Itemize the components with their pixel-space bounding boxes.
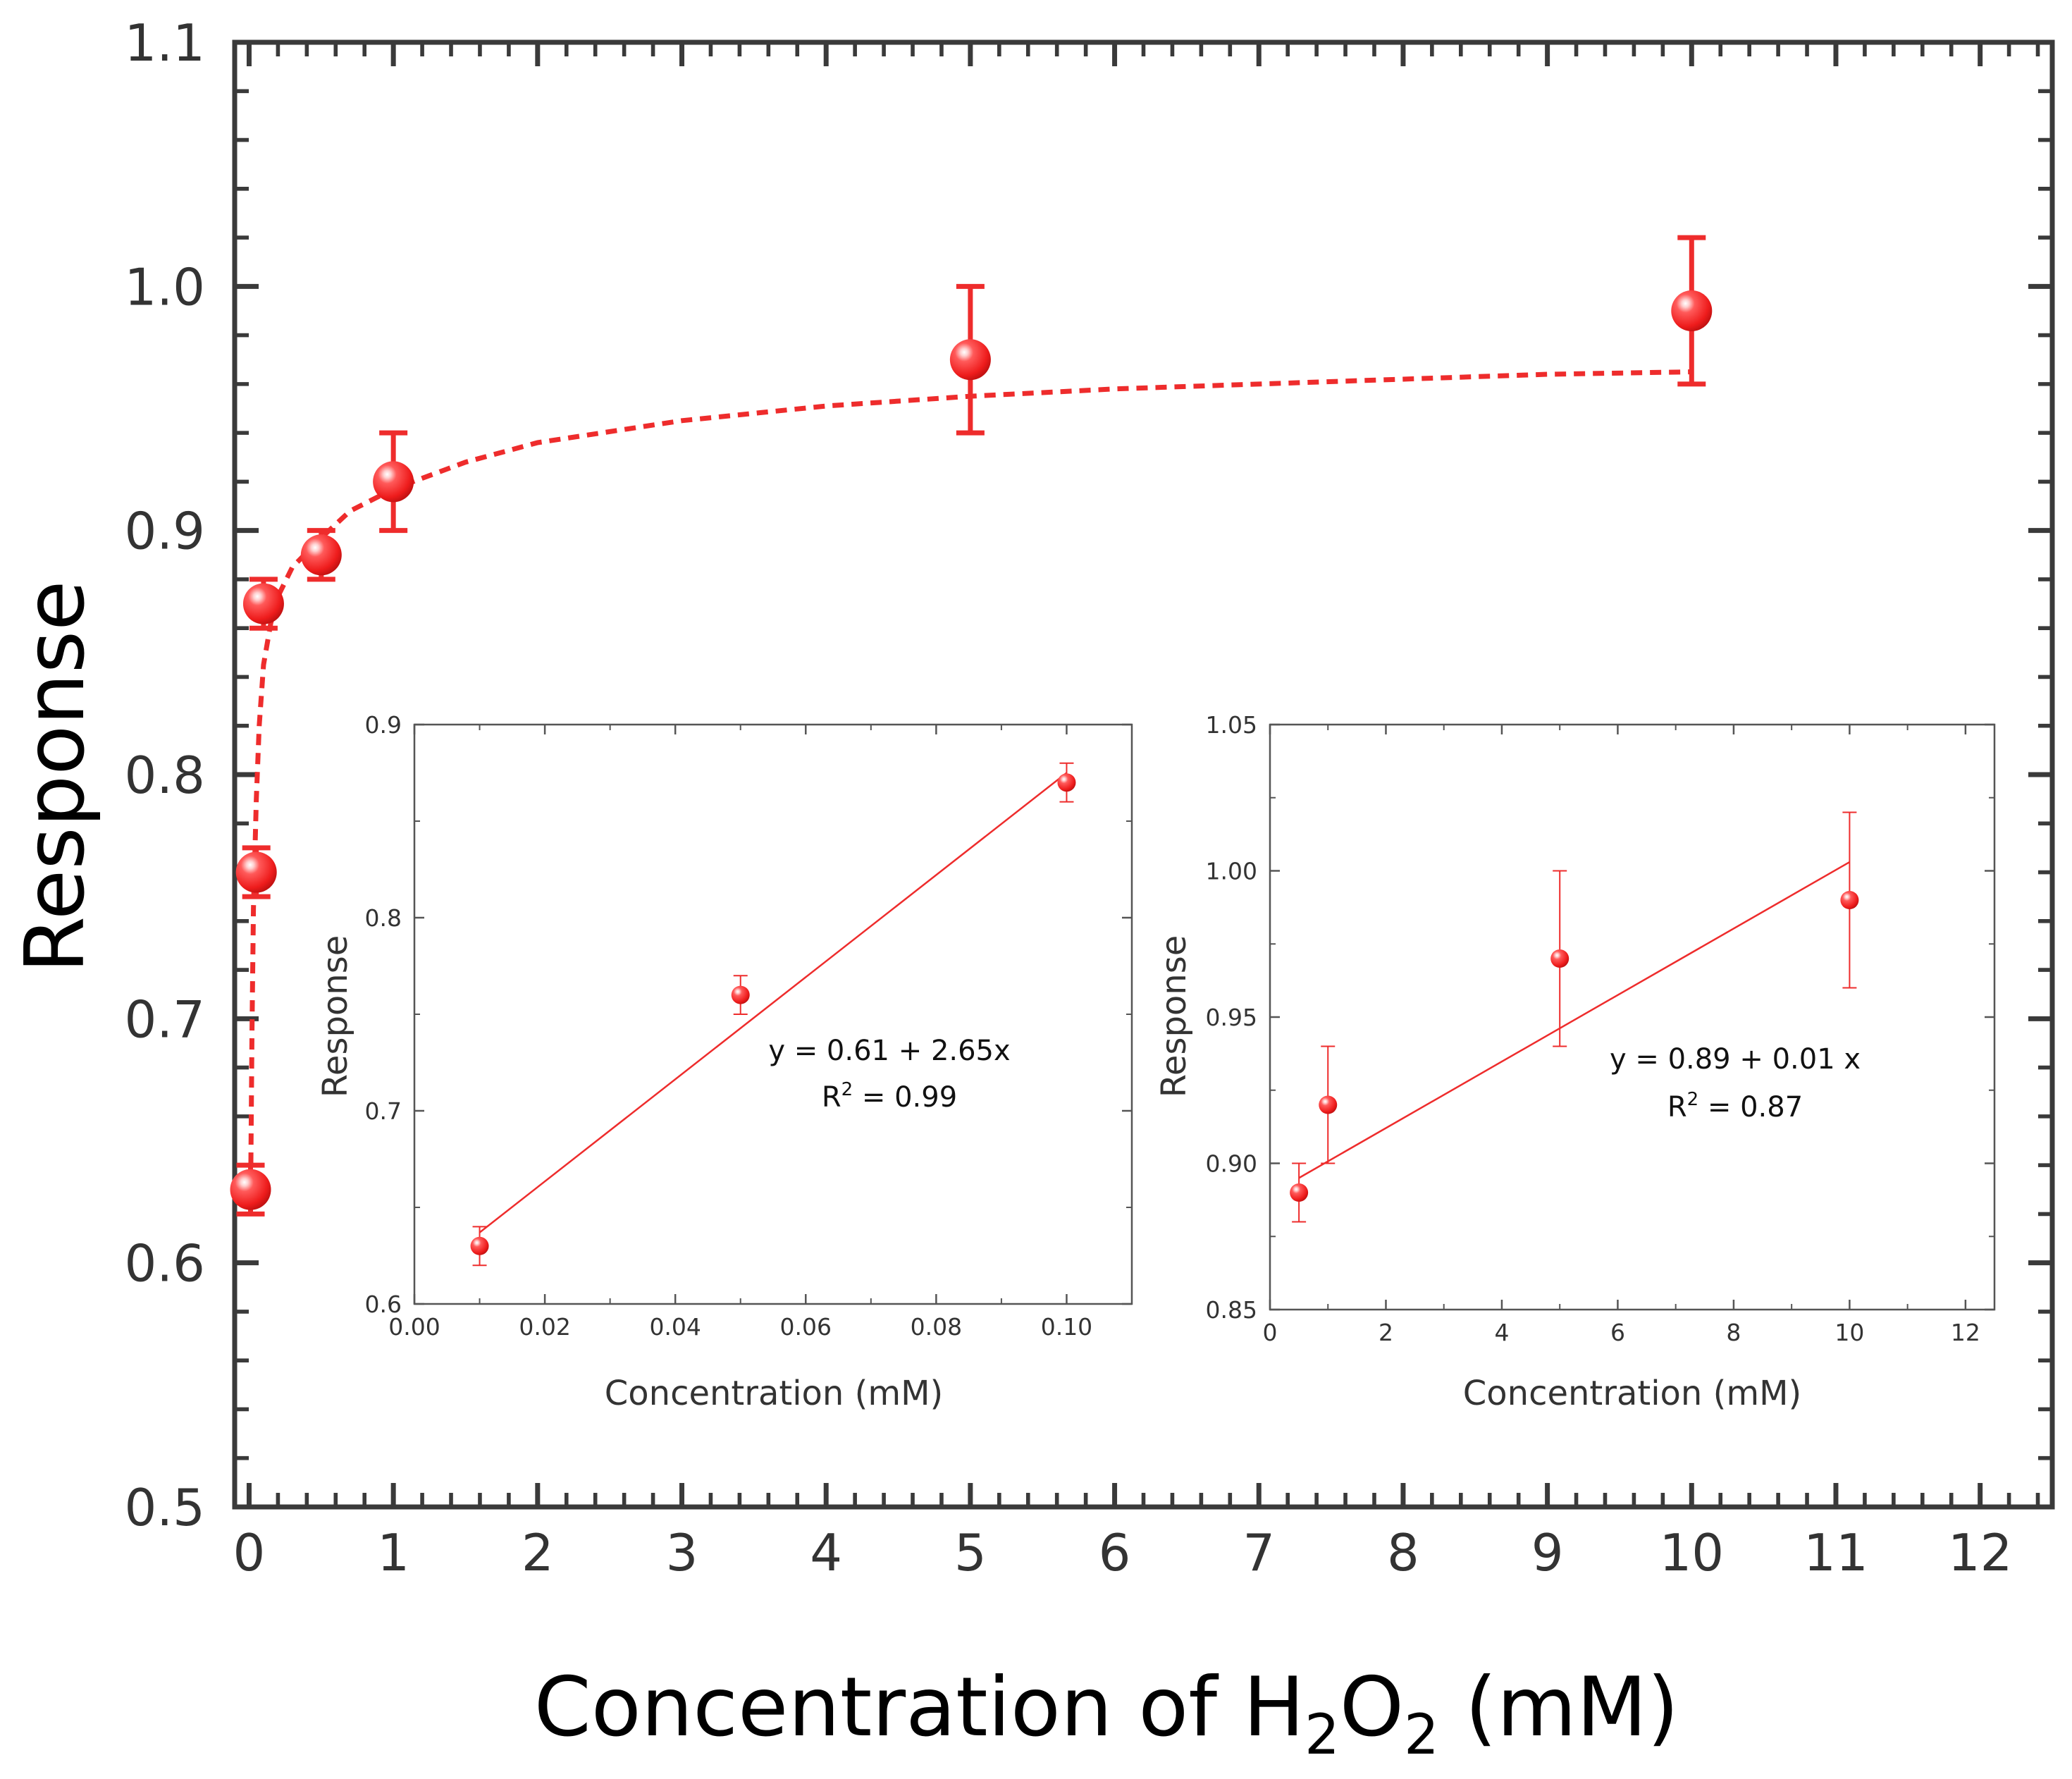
x-tick-label: 0.08 [911,1313,962,1341]
y-tick-label: 1.00 [1206,858,1257,885]
x-tick-label: 0 [1263,1319,1278,1346]
x-tick-label: 10 [1834,1319,1864,1346]
x-tick-label: 8 [1387,1523,1419,1582]
data-point [1057,773,1076,792]
data-point [1319,1095,1338,1114]
y-tick-label: 1.1 [124,13,205,73]
y-tick-label: 1.0 [124,257,205,316]
y-tick-label: 0.7 [124,990,205,1049]
x-tick-label: 0.04 [649,1313,701,1341]
y-tick-label: 0.5 [124,1478,205,1537]
inset-right-x-axis-title: Concentration (mM) [1463,1374,1801,1413]
y-tick-label: 0.8 [124,746,205,805]
fit-curve [248,369,1692,1202]
x-tick-label: 7 [1242,1523,1275,1582]
y-tick-label: 0.90 [1206,1150,1257,1178]
data-point [373,461,414,503]
data-point [731,985,750,1004]
y-tick-label: 1.05 [1206,711,1257,739]
inset-left-equation: y = 0.61 + 2.65x [768,1035,1010,1067]
x-tick-label: 0.06 [780,1313,832,1341]
y-tick-label: 0.85 [1206,1296,1257,1324]
data-point [1290,1183,1309,1202]
data-point [470,1236,489,1255]
inset-left-r-squared: R2 = 0.99 [822,1079,957,1114]
main-y-axis-title: Response [8,580,103,973]
x-tick-label: 8 [1726,1319,1741,1346]
inset-left-x-axis-title: Concentration (mM) [605,1374,943,1413]
x-tick-label: 1 [377,1523,409,1582]
inset-right-equation: y = 0.89 + 0.01 x [1610,1043,1861,1076]
r-squared-superscript: 2 [841,1079,853,1100]
data-point [235,851,277,893]
x-title-subscript-1: 2 [1305,1704,1340,1767]
r-squared-superscript: 2 [1687,1089,1699,1110]
data-point [1671,290,1713,331]
x-tick-label: 12 [1948,1523,2013,1582]
fit-line [1298,861,1851,1179]
x-tick-label: 4 [1494,1319,1509,1346]
x-tick-label: 4 [810,1523,842,1582]
main-chart: 0 1 2 3 4 5 6 7 8 9 10 11 120.50.60.70.80.91.01.1 [124,13,2055,1582]
x-tick-label: 0.02 [519,1313,570,1341]
y-tick-label: 0.7 [365,1097,402,1125]
data-point [1550,949,1570,968]
data-point [230,1169,271,1210]
plot-frame [232,39,2055,1510]
inset-left-chart: 0.00 0.02 0.04 0.06 0.08 0.10 0.6 0.7 0.8 0.9 [365,711,1133,1341]
inset-left-y-axis-title: Response [316,935,355,1098]
plot-frame [1269,723,1996,1311]
x-tick-label: 5 [954,1523,987,1582]
main-x-axis-title: Concentration of H2O2 (mM) [534,1660,1679,1767]
x-tick-label: 0.00 [388,1313,440,1341]
inset-right-r-squared: R2 = 0.87 [1667,1089,1803,1124]
plot-frame [413,723,1133,1305]
x-tick-label: 2 [1379,1319,1393,1346]
data-point [949,339,991,381]
data-point [1840,891,1859,909]
x-tick-label: 9 [1531,1523,1564,1582]
x-tick-label: 0 [233,1523,266,1582]
y-tick-label: 0.8 [365,904,402,932]
x-title-subscript-2: 2 [1404,1704,1439,1767]
x-tick-label: 6 [1099,1523,1131,1582]
x-tick-label: 11 [1803,1523,1868,1582]
x-tick-label: 6 [1610,1319,1625,1346]
y-tick-label: 0.6 [365,1291,402,1318]
x-tick-label: 2 [522,1523,554,1582]
x-tick-label: 3 [666,1523,698,1582]
inset-right-y-axis-title: Response [1154,935,1194,1098]
y-tick-label: 0.9 [124,502,205,561]
data-point [300,534,342,576]
y-tick-label: 0.9 [365,711,402,739]
fit-line [479,772,1068,1233]
y-tick-label: 0.95 [1206,1004,1257,1031]
x-tick-label: 0.10 [1041,1313,1092,1341]
data-point [242,583,284,624]
x-tick-label: 10 [1659,1523,1724,1582]
inset-right-chart: 0 2 4 6 8 10 12 0.85 0.90 0.95 1.00 1.05 [1206,711,1996,1346]
x-tick-label: 12 [1951,1319,1980,1346]
y-tick-label: 0.6 [124,1234,205,1293]
